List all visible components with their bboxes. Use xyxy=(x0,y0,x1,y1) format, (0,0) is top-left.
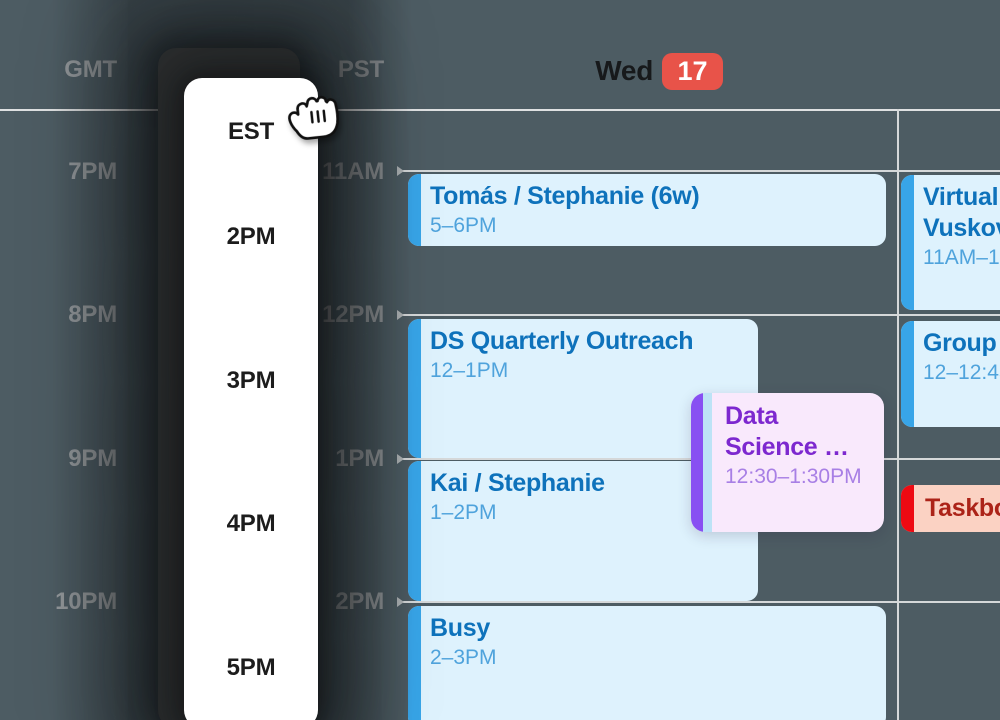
event-title: Taskboard xyxy=(925,494,1000,522)
event-title: Tomás / Stephanie (6w) xyxy=(430,182,700,210)
event-time: 1–2PM xyxy=(430,501,497,524)
event-time: 12:30–1:30PM xyxy=(725,465,862,488)
event-card-group[interactable]: Group 12–12:45PM xyxy=(901,321,1000,427)
event-accent-bar xyxy=(901,175,914,310)
event-title-line1: Data xyxy=(725,402,778,430)
event-time: 2–3PM xyxy=(430,646,497,669)
event-title: Group xyxy=(923,329,997,357)
event-time: 5–6PM xyxy=(430,214,497,237)
event-card-virtual-vuskovic[interactable]: Virtual Vuskovic 11AM–12PM xyxy=(901,175,1000,310)
event-card-busy[interactable]: Busy 2–3PM xyxy=(408,606,886,720)
header-divider-line xyxy=(0,109,1000,111)
hour-label-est: 2PM xyxy=(226,223,276,250)
event-accent-bar xyxy=(901,321,914,427)
hour-label-est: 4PM xyxy=(226,510,276,537)
event-card-data-science[interactable]: Data Science … 12:30–1:30PM xyxy=(691,393,884,532)
event-time: 11AM–12PM xyxy=(923,246,1000,269)
event-title-line1: Virtual xyxy=(923,183,999,211)
grid-hour-line xyxy=(398,314,1000,316)
grabbing-hand-cursor-icon xyxy=(288,95,339,140)
event-title-line2: Vuskovic xyxy=(923,214,1000,242)
event-card-taskboard[interactable]: Taskboard xyxy=(901,485,1000,532)
hour-label-est: 3PM xyxy=(226,367,276,394)
timezone-header-est: EST xyxy=(227,118,275,145)
event-title: Kai / Stephanie xyxy=(430,469,605,497)
grid-hour-line xyxy=(398,170,1000,172)
event-time: 12–12:45PM xyxy=(923,361,1000,384)
grid-hour-line xyxy=(398,601,1000,603)
hour-label-est: 5PM xyxy=(226,654,276,681)
event-title: Busy xyxy=(430,614,490,642)
day-of-week-label: Wed xyxy=(595,55,653,86)
event-title: DS Quarterly Outreach xyxy=(430,327,694,355)
event-time: 12–1PM xyxy=(430,359,509,382)
event-secondary-accent-bar xyxy=(703,393,712,532)
event-title-line2: Science … xyxy=(725,433,849,461)
event-card-tomas-stephanie[interactable]: Tomás / Stephanie (6w) 5–6PM xyxy=(408,174,886,246)
event-accent-bar xyxy=(691,393,703,532)
event-accent-bar xyxy=(901,485,914,532)
today-date-badge[interactable]: 17 xyxy=(662,53,723,90)
timezone-column-drag-card-est[interactable]: EST 2PM 3PM 4PM 5PM xyxy=(184,78,318,720)
day-column-divider xyxy=(897,109,899,720)
